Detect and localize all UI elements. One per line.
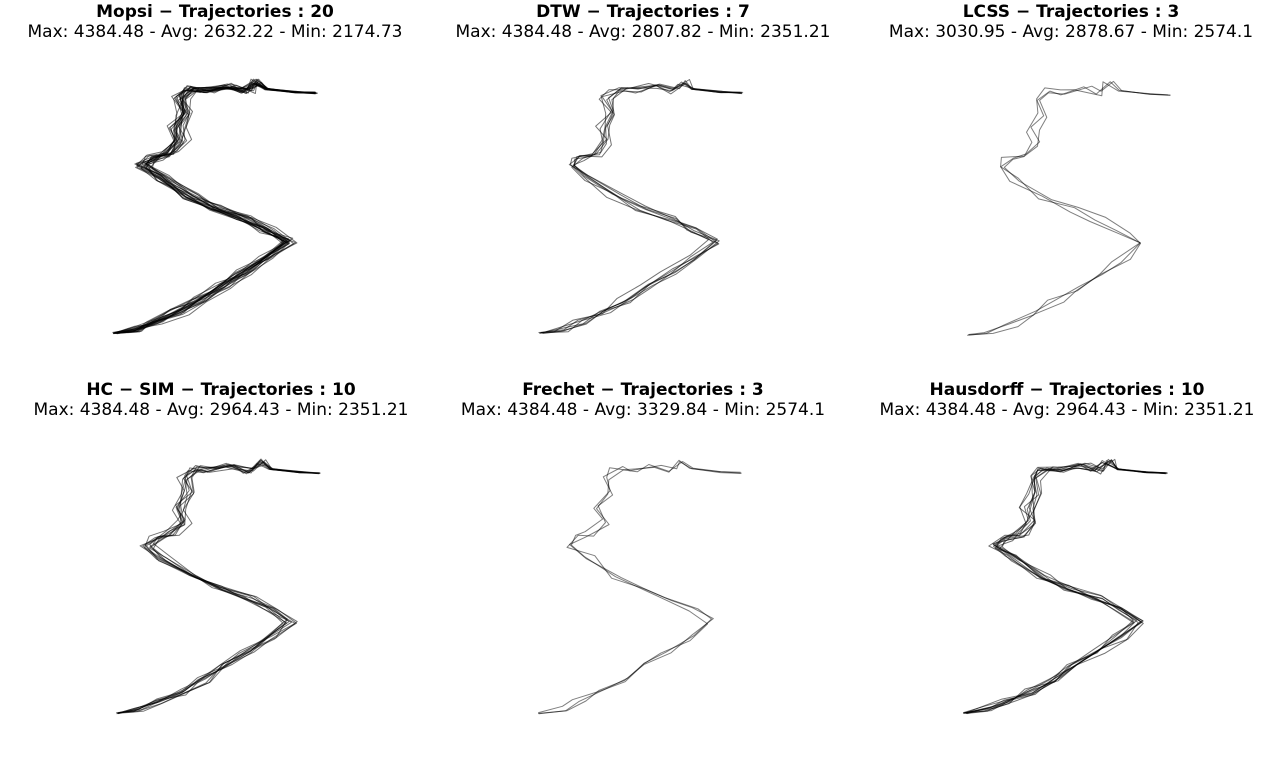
trajectory-line [116,78,318,334]
trajectory-line [965,461,1166,714]
trajectory-plot [963,458,1168,715]
trajectory-line [538,461,742,715]
chart-title: LCSS − Trajectories : 3 [962,2,1180,22]
chart-title: HC − SIM − Trajectories : 10 [86,380,356,400]
trajectory-line [118,460,321,714]
trajectory-plot [116,458,321,715]
trajectory-plot [967,80,1171,336]
chart-panel-hc-sim: HC − SIM − Trajectories : 10 Max: 4384.4… [11,378,431,748]
chart-panel-lcss: LCSS − Trajectories : 3 Max: 3030.95 - A… [861,0,1280,370]
trajectory-plot [112,78,318,335]
chart-title: Frechet − Trajectories : 3 [522,380,764,400]
trajectory-line [116,82,316,334]
trajectory-line [963,459,1166,713]
chart-title: Mopsi − Trajectories : 20 [96,2,334,22]
chart-title: Hausdorff − Trajectories : 10 [929,380,1205,400]
trajectory-line [114,84,314,333]
trajectory-line [965,459,1167,714]
trajectory-line [964,460,1165,714]
chart-panel-hausdorff: Hausdorff − Trajectories : 10 Max: 4384.… [857,378,1277,748]
chart-stats: Max: 4384.48 - Avg: 2964.43 - Min: 2351.… [33,400,409,420]
trajectory-line [965,460,1167,714]
trajectory-line [540,79,743,333]
trajectory-line [115,84,316,333]
chart-panel-mopsi: Mopsi − Trajectories : 20 Max: 4384.48 -… [5,0,425,370]
trajectory-line [540,80,744,334]
chart-panel-dtw: DTW − Trajectories : 7 Max: 4384.48 - Av… [433,0,853,370]
chart-title: DTW − Trajectories : 7 [536,2,750,22]
trajectory-line [968,80,1171,336]
trajectory-line [116,463,318,715]
chart-panel-frechet: Frechet − Trajectories : 3 Max: 4384.48 … [433,378,853,748]
chart-stats: Max: 4384.48 - Avg: 2632.22 - Min: 2174.… [27,22,403,42]
trajectory-line [542,82,742,334]
trajectory-line [966,460,1167,715]
chart-stats: Max: 4384.48 - Avg: 2964.43 - Min: 2351.… [879,400,1255,420]
chart-stats: Max: 3030.95 - Avg: 2878.67 - Min: 2574.… [888,22,1254,42]
trajectory-line [541,82,742,334]
trajectory-plot [538,459,742,715]
chart-stats: Max: 4384.48 - Avg: 2807.82 - Min: 2351.… [455,22,831,42]
trajectory-line [968,81,1169,335]
trajectory-plot [538,79,744,334]
chart-stats: Max: 4384.48 - Avg: 3329.84 - Min: 2574.… [460,400,826,420]
